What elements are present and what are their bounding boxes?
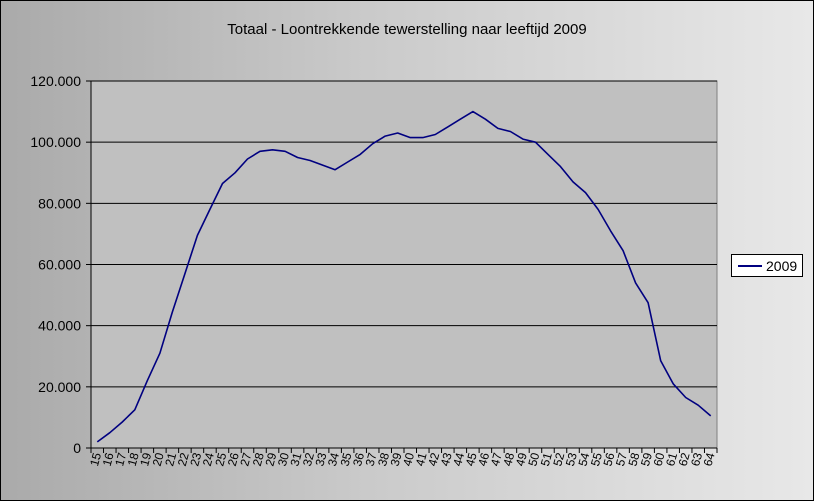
x-tick-label: 55: [588, 451, 605, 468]
x-tick-label: 19: [137, 451, 154, 468]
x-tick-label: 54: [575, 451, 592, 468]
x-tick-label: 20: [150, 451, 167, 468]
chart-title: Totaal - Loontrekkende tewerstelling naa…: [227, 21, 587, 38]
x-tick-label: 22: [175, 451, 192, 468]
x-tick-label: 15: [87, 451, 104, 468]
x-tick-label: 18: [125, 451, 142, 468]
x-tick-label: 46: [475, 451, 492, 468]
x-tick-label: 33: [313, 451, 330, 468]
x-tick-label: 39: [388, 451, 405, 468]
y-tick-label: 40.000: [38, 318, 81, 334]
x-tick-label: 60: [651, 451, 668, 468]
x-tick-label: 48: [500, 451, 517, 468]
x-tick-label: 24: [200, 451, 217, 468]
x-tick-label: 31: [287, 451, 304, 468]
x-tick-label: 45: [463, 451, 480, 468]
x-tick-label: 30: [275, 451, 292, 468]
legend-swatch: [738, 265, 762, 267]
legend-label: 2009: [766, 258, 798, 274]
y-tick-label: 60.000: [38, 257, 81, 273]
x-tick-label: 25: [212, 451, 229, 468]
x-tick-label: 32: [300, 451, 317, 468]
x-tick-label: 50: [525, 451, 542, 468]
x-tick-label: 26: [225, 451, 242, 468]
x-tick-label: 16: [100, 451, 117, 468]
x-tick-label: 59: [638, 451, 655, 468]
x-tick-label: 17: [112, 451, 129, 468]
x-tick-label: 37: [363, 451, 380, 468]
x-tick-label: 63: [688, 451, 705, 468]
y-tick-label: 80.000: [38, 195, 81, 211]
y-tick-label: 20.000: [38, 379, 81, 395]
x-tick-label: 56: [600, 451, 617, 468]
x-tick-label: 40: [400, 451, 417, 468]
x-tick-label: 58: [626, 451, 643, 468]
y-tick-label: 0: [73, 440, 81, 456]
x-tick-label: 34: [325, 451, 342, 468]
x-tick-label: 47: [488, 451, 505, 468]
x-tick-label: 64: [701, 451, 718, 468]
x-tick-label: 43: [438, 451, 455, 468]
y-tick-label: 120.000: [30, 73, 81, 89]
x-tick-label: 62: [676, 451, 693, 468]
x-tick-label: 36: [350, 451, 367, 468]
x-tick-label: 35: [338, 451, 355, 468]
x-tick-label: 28: [250, 451, 267, 468]
x-tick-label: 29: [262, 451, 279, 468]
x-tick-label: 49: [513, 451, 530, 468]
x-tick-label: 38: [375, 451, 392, 468]
y-tick-label: 100.000: [30, 134, 81, 150]
legend: 2009: [731, 254, 803, 277]
x-tick-label: 53: [563, 451, 580, 468]
x-tick-label: 27: [237, 451, 254, 468]
x-tick-label: 51: [538, 451, 555, 468]
x-tick-label: 52: [550, 451, 567, 468]
x-tick-label: 61: [663, 451, 680, 468]
x-tick-label: 42: [425, 451, 442, 468]
x-tick-label: 44: [450, 451, 467, 468]
x-tick-label: 23: [187, 451, 204, 468]
x-tick-label: 41: [413, 451, 430, 468]
x-tick-label: 21: [162, 451, 179, 468]
series-line-2009: [96, 110, 712, 443]
x-tick-label: 57: [613, 451, 630, 468]
